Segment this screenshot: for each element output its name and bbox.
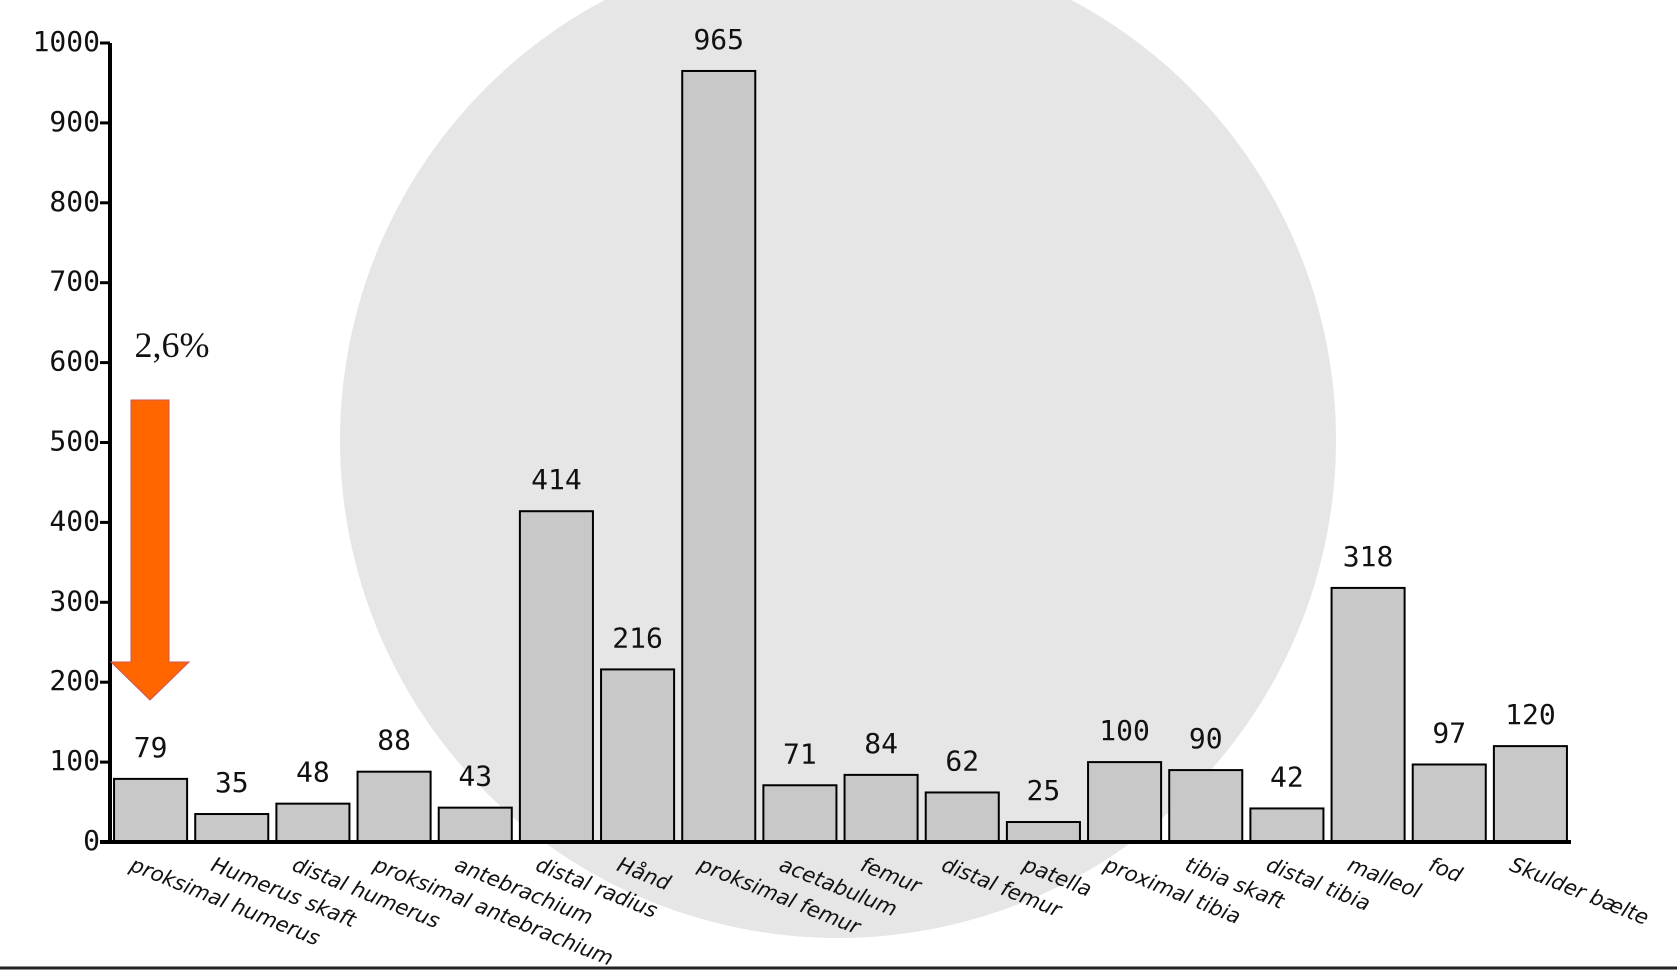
x-tick-label: fod <box>1425 852 1466 887</box>
y-tick-label: 600 <box>49 345 100 378</box>
value-label: 25 <box>1027 774 1061 807</box>
bar <box>1169 770 1242 842</box>
x-tick-label: Skulder bælte <box>1507 852 1653 929</box>
y-tick-label: 800 <box>49 185 100 218</box>
bar <box>1494 746 1567 842</box>
value-label: 97 <box>1432 716 1466 749</box>
y-tick-label: 900 <box>49 105 100 138</box>
bar <box>520 511 593 842</box>
value-label: 88 <box>377 724 411 757</box>
bar <box>358 772 431 842</box>
y-tick-label: 100 <box>49 744 100 777</box>
bar <box>439 808 512 842</box>
y-tick-label: 500 <box>49 425 100 458</box>
value-label: 43 <box>458 760 492 793</box>
bar <box>1088 762 1161 842</box>
bar <box>926 792 999 842</box>
bar <box>1413 764 1486 842</box>
y-tick-label: 1000 <box>33 25 100 58</box>
value-label: 48 <box>296 756 330 789</box>
bar <box>601 669 674 842</box>
value-label: 62 <box>945 744 979 777</box>
value-label: 965 <box>693 23 744 56</box>
y-tick-label: 400 <box>49 504 100 537</box>
value-label: 71 <box>783 737 817 770</box>
value-label: 35 <box>215 766 249 799</box>
value-label: 100 <box>1099 714 1150 747</box>
bar <box>682 71 755 842</box>
y-tick-label: 700 <box>49 265 100 298</box>
bar <box>845 775 918 842</box>
value-label: 90 <box>1189 722 1223 755</box>
annotation: 2,6% <box>135 325 210 365</box>
bar <box>114 779 187 842</box>
annotation-arrow <box>111 400 189 700</box>
value-label: 318 <box>1343 540 1394 573</box>
bar <box>1007 822 1080 842</box>
value-label: 79 <box>134 731 168 764</box>
value-label: 120 <box>1505 698 1556 731</box>
bar <box>276 804 349 842</box>
bar <box>195 814 268 842</box>
bar <box>1332 588 1405 842</box>
value-label: 42 <box>1270 760 1304 793</box>
bar <box>1250 808 1323 842</box>
value-label: 84 <box>864 727 898 760</box>
bar <box>763 785 836 842</box>
value-label: 414 <box>531 463 582 496</box>
y-tick-label: 0 <box>83 824 100 857</box>
y-tick-label: 300 <box>49 584 100 617</box>
y-tick-label: 200 <box>49 664 100 697</box>
value-label: 216 <box>612 621 663 654</box>
chart: 2,6% 0100200300400500600700800900100079p… <box>0 0 1677 973</box>
